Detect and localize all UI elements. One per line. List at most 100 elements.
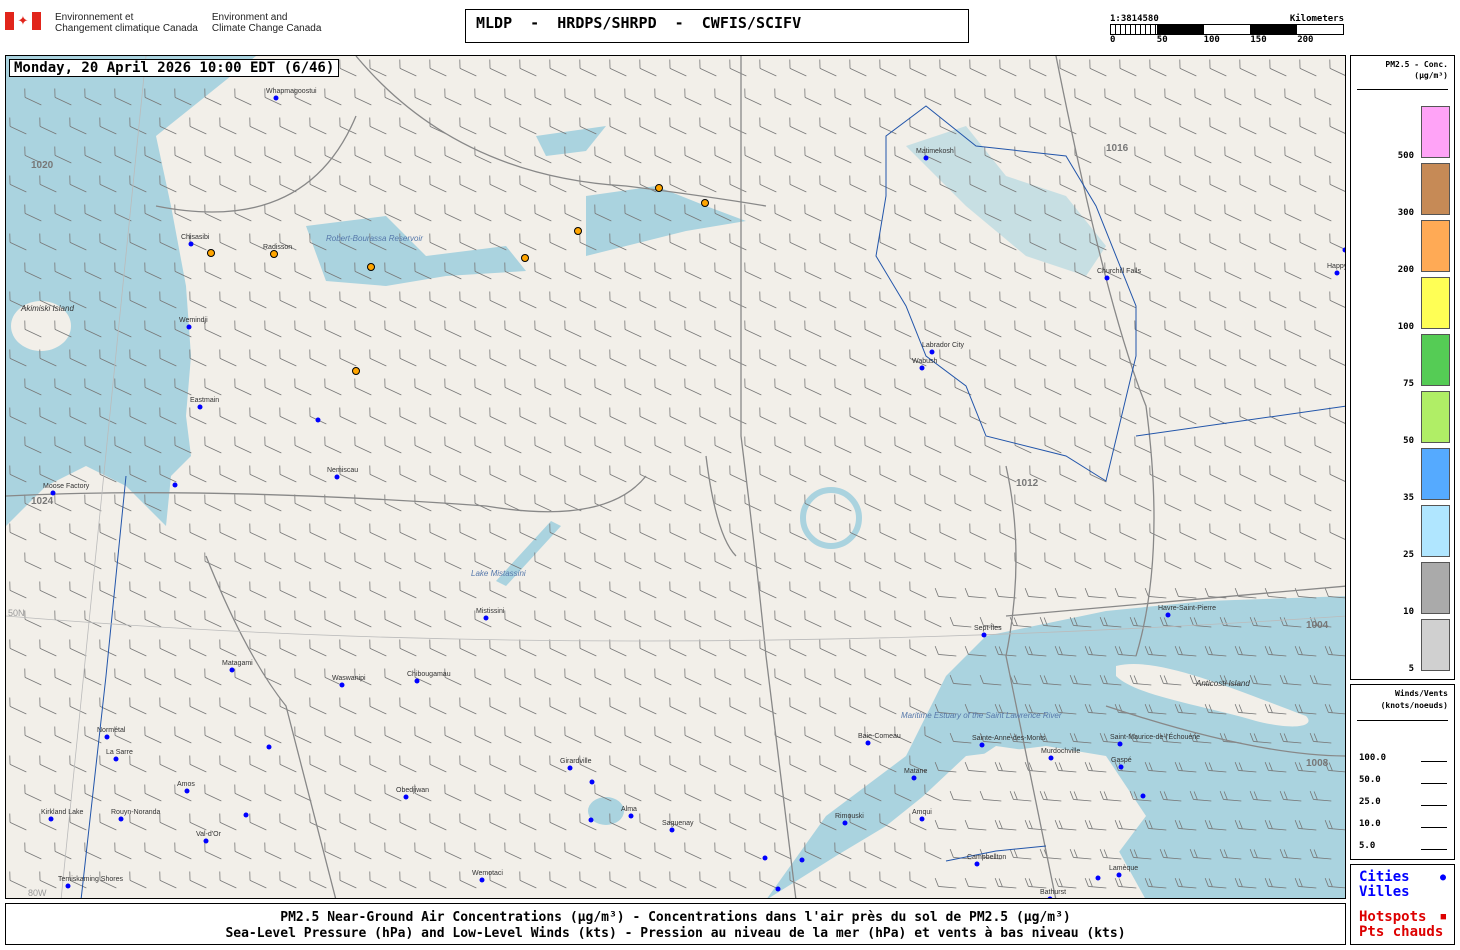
wind-barb [609, 349, 627, 367]
city-dot[interactable] [923, 155, 929, 161]
hotspot-marker[interactable] [270, 250, 278, 258]
wind-barb [84, 436, 102, 454]
city-dot[interactable] [929, 349, 935, 355]
city-dot[interactable] [775, 886, 781, 892]
map-view[interactable]: 1020 1024 1016 1012 1004 1008 50N 80W Robert-Bou… [5, 55, 1346, 899]
wind-barb [294, 204, 312, 222]
city-dot[interactable] [273, 95, 279, 101]
city-dot[interactable] [243, 812, 249, 818]
city-dot[interactable] [589, 779, 595, 785]
city-dot[interactable] [1165, 612, 1171, 618]
city-dot[interactable] [197, 404, 203, 410]
wind-barb [204, 494, 222, 512]
wind-barb [999, 233, 1017, 251]
wind-barb [684, 436, 702, 454]
city-dot[interactable] [1047, 896, 1053, 900]
city-dot[interactable] [865, 740, 871, 746]
city-dot[interactable] [1117, 741, 1123, 747]
city-dot[interactable] [186, 324, 192, 330]
city-dot[interactable] [414, 678, 420, 684]
city-label: Saguenay [662, 820, 694, 827]
city-dot[interactable] [842, 820, 848, 826]
city-dot[interactable] [184, 788, 190, 794]
city-dot[interactable] [1095, 875, 1101, 881]
city-dot[interactable] [1104, 275, 1110, 281]
city-dot[interactable] [628, 813, 634, 819]
hotspot-marker[interactable] [655, 184, 663, 192]
city-dot[interactable] [118, 816, 124, 822]
wind-barb [204, 668, 222, 686]
city-dot[interactable] [669, 827, 675, 833]
wind-barb [1059, 175, 1077, 193]
wind-barb [699, 349, 717, 367]
hotspot-marker[interactable] [367, 263, 375, 271]
wind-barb [504, 436, 522, 454]
city-dot[interactable] [229, 667, 235, 673]
wind-barb [1209, 523, 1227, 541]
wind-barb [594, 668, 612, 686]
wind-barb [84, 842, 102, 860]
city-dot[interactable] [919, 816, 925, 822]
hotspot-marker[interactable] [352, 367, 360, 375]
wind-barb [969, 523, 987, 541]
wind-barb [1044, 552, 1062, 570]
wind-barb [1149, 59, 1167, 77]
city-dot[interactable] [1140, 793, 1146, 799]
city-dot[interactable] [266, 744, 272, 750]
city-dot[interactable] [1118, 764, 1124, 770]
wind-barb [849, 175, 867, 193]
city-dot[interactable] [479, 877, 485, 883]
wind-barb [474, 668, 492, 686]
city-dot[interactable] [50, 490, 56, 496]
hotspot-marker[interactable] [701, 199, 709, 207]
city-dot[interactable] [403, 794, 409, 800]
wind-barb [994, 645, 1017, 657]
wind-barb [1159, 848, 1182, 860]
hotspot-marker[interactable] [521, 254, 529, 262]
wind-barb [549, 871, 567, 889]
city-dot[interactable] [483, 615, 489, 621]
city-dot[interactable] [113, 756, 119, 762]
wind-barb [429, 407, 447, 425]
wind-barb [1189, 732, 1212, 744]
city-dot[interactable] [567, 765, 573, 771]
city-dot[interactable] [203, 838, 209, 844]
wind-barb [669, 407, 687, 425]
hotspot-marker[interactable] [207, 249, 215, 257]
city-dot[interactable] [799, 857, 805, 863]
city-dot[interactable] [1048, 755, 1054, 761]
city-dot[interactable] [911, 775, 917, 781]
wind-barb [24, 494, 42, 512]
wind-barb [624, 320, 642, 338]
city-dot[interactable] [981, 632, 987, 638]
city-dot[interactable] [588, 817, 594, 823]
wind-barb [474, 204, 492, 222]
city-dot[interactable] [334, 474, 340, 480]
wind-barb [414, 610, 432, 628]
city-dot[interactable] [1334, 270, 1340, 276]
wind-barb [1089, 523, 1107, 541]
wind-barb [129, 291, 147, 309]
wind-barb [579, 59, 597, 77]
hotspot-marker[interactable] [574, 227, 582, 235]
city-dot[interactable] [1342, 247, 1347, 253]
city-dot[interactable] [979, 742, 985, 748]
page-title: MLDP - HRDPS/SHRPD - CWFIS/SCIFV [465, 9, 969, 43]
city-dot[interactable] [315, 417, 321, 423]
city-dot[interactable] [974, 861, 980, 867]
city-dot[interactable] [188, 241, 194, 247]
wind-barb [129, 581, 147, 599]
city-dot[interactable] [339, 682, 345, 688]
wind-barb [979, 848, 1002, 860]
city-dot[interactable] [1116, 872, 1122, 878]
city-dot[interactable] [762, 855, 768, 861]
city-dot[interactable] [65, 883, 71, 889]
wind-barb [279, 291, 297, 309]
wind-barb [1069, 848, 1092, 860]
city-dot[interactable] [104, 734, 110, 740]
city-dot[interactable] [48, 816, 54, 822]
city-dot[interactable] [172, 482, 178, 488]
wind-barb [369, 813, 387, 831]
city-dot[interactable] [919, 365, 925, 371]
wind-barb [879, 639, 897, 657]
